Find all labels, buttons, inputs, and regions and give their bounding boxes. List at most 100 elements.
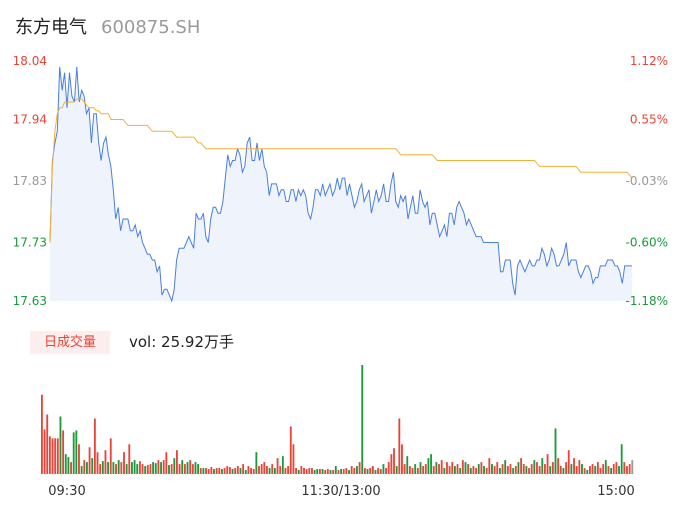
volume-bar — [567, 450, 570, 474]
volume-bar — [594, 466, 597, 474]
price-tick-label: 17.63 — [13, 294, 47, 308]
volume-bar — [141, 464, 144, 474]
daily-volume-tag[interactable]: 日成交量 — [30, 331, 110, 354]
volume-bar — [205, 468, 207, 474]
volume-bar — [199, 468, 202, 474]
volume-bar — [559, 466, 562, 474]
volume-bar — [543, 464, 546, 474]
volume-bar — [332, 470, 335, 474]
volume-bar — [133, 460, 136, 474]
volume-bar — [136, 464, 139, 474]
volume-bar — [252, 469, 255, 474]
volume-bar — [366, 469, 369, 474]
volume-bar — [324, 470, 327, 474]
volume-bar — [258, 466, 260, 474]
volume-bar — [573, 458, 575, 474]
volume-bar — [408, 466, 411, 474]
volume-bar — [146, 465, 149, 474]
volume-bar — [475, 468, 478, 474]
volume-bar — [581, 464, 583, 474]
volume-bar — [207, 469, 210, 474]
volume-bar — [385, 468, 387, 474]
volume-bar — [242, 464, 245, 474]
volume-bar — [541, 458, 544, 474]
volume-bar — [512, 468, 515, 474]
volume-bar — [101, 461, 104, 474]
volume-bar — [631, 460, 634, 474]
volume-bar — [596, 462, 599, 474]
volume-bar — [525, 466, 528, 474]
volume-bar — [607, 466, 610, 474]
volume-bar — [414, 464, 417, 474]
volume-bar — [348, 470, 350, 474]
volume-bar — [599, 468, 602, 474]
volume-bar — [334, 466, 337, 474]
volume-bar — [104, 450, 107, 474]
volume-bar — [379, 469, 382, 474]
volume-bar — [305, 469, 308, 474]
volume-bar — [287, 466, 290, 474]
volume-bar — [295, 468, 297, 474]
volume-bar — [485, 468, 488, 474]
volume-bar — [78, 444, 80, 474]
volume-bar — [461, 460, 464, 474]
volume-bar — [181, 460, 184, 474]
volume-bar — [59, 416, 62, 474]
volume-bar — [231, 469, 234, 474]
volume-bar — [387, 462, 390, 474]
price-line — [49, 66, 632, 303]
volume-bar — [123, 452, 125, 474]
volume-bar — [215, 468, 218, 474]
volume-bar — [538, 466, 541, 474]
volume-bar — [562, 468, 565, 474]
volume-bar — [96, 452, 99, 474]
volume-bar — [176, 450, 178, 474]
volume-bar — [477, 464, 480, 474]
volume-bar — [424, 464, 427, 474]
volume-bar — [173, 458, 176, 474]
volume-bar — [107, 462, 110, 474]
volume-bar — [250, 468, 252, 474]
price-tick-label: 17.83 — [13, 174, 47, 188]
volume-bar — [170, 464, 173, 474]
volume-bar — [120, 462, 123, 474]
volume-bar — [99, 464, 102, 474]
percent-tick-label: 1.12% — [630, 54, 668, 68]
volume-bar — [377, 468, 380, 474]
volume-bar — [427, 458, 430, 474]
volume-bar — [313, 470, 316, 474]
volume-bar — [239, 468, 242, 474]
volume-bar — [218, 468, 221, 474]
volume-bar — [620, 444, 623, 474]
volume-bar — [303, 468, 305, 474]
volume-bar — [472, 466, 475, 474]
average-price-line — [49, 98, 633, 243]
volume-bar — [340, 469, 342, 474]
time-tick-label: 09:30 — [48, 484, 85, 499]
volume-bar — [329, 470, 332, 474]
volume-bar — [618, 466, 620, 474]
volume-bar — [88, 447, 91, 474]
volume-bar — [430, 454, 433, 474]
volume-bar — [117, 460, 120, 474]
volume-bar — [353, 468, 356, 474]
volume-bar — [451, 462, 454, 474]
volume-bar — [419, 462, 422, 474]
volume-bar — [493, 466, 496, 474]
volume-bar — [480, 462, 483, 474]
volume-bar — [86, 462, 88, 474]
volume-bar — [369, 468, 372, 474]
volume-bar — [46, 414, 49, 474]
volume-bar — [186, 462, 189, 474]
volume-bar — [67, 457, 70, 474]
volume-bar — [546, 454, 549, 474]
volume-bar — [549, 466, 552, 474]
stock-name: 东方电气 — [15, 17, 87, 38]
volume-bar — [149, 464, 152, 474]
volume-bar — [64, 454, 67, 474]
volume-bar — [247, 466, 250, 474]
price-tick-label: 17.94 — [13, 113, 47, 127]
volume-bar — [276, 458, 279, 474]
volume-bar — [318, 469, 321, 474]
volume-bar — [268, 468, 271, 474]
